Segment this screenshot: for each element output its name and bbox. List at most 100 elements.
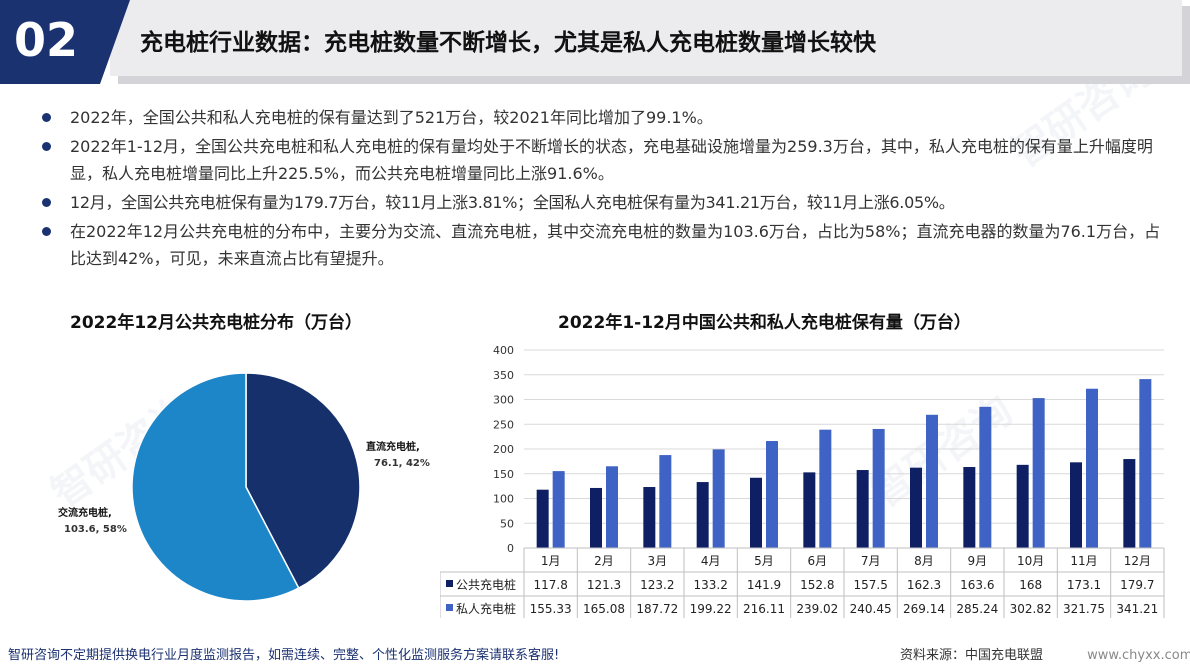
data-table-cell: 199.22: [690, 602, 732, 616]
data-table-cell: 321.75: [1063, 602, 1105, 616]
data-table-cell: 121.3: [587, 578, 621, 592]
data-table-cell: 269.14: [903, 602, 945, 616]
bar-public: [1070, 462, 1082, 548]
source-url[interactable]: www.chyxx.com: [1087, 648, 1190, 663]
pie-label-value: 76.1, 42%: [374, 458, 430, 469]
bar-public: [1123, 459, 1136, 548]
pie-chart: 直流充电桩, 76.1, 42% 交流充电桩, 103.6, 58%: [58, 372, 430, 602]
y-tick-label: 300: [493, 394, 514, 407]
data-table-cell: 240.45: [850, 602, 892, 616]
page-title: 充电桩行业数据：充电桩数量不断增长，尤其是私人充电桩数量增长较快: [140, 30, 876, 56]
bar-public: [750, 477, 762, 548]
bar-chart-title: 2022年1-12月中国公共和私人充电桩保有量（万台）: [558, 313, 971, 333]
x-tick-label: 11月: [1070, 554, 1097, 568]
bar-public: [1016, 464, 1029, 548]
bullet-dot-icon: [42, 142, 51, 151]
x-tick-label: 9月: [968, 554, 988, 568]
bar-private: [1139, 379, 1152, 548]
bar-private: [1032, 398, 1045, 548]
bar-private: [819, 429, 832, 548]
data-table-cell: 155.33: [530, 602, 572, 616]
bullet-dot-icon: [42, 227, 51, 236]
bar-public: [910, 467, 922, 548]
x-tick-label: 6月: [808, 554, 828, 568]
data-table-cell: 117.8: [533, 578, 567, 592]
bar-private: [552, 471, 565, 548]
bullet-list: 2022年，全国公共和私人充电桩的保有量达到了521万台，较2021年同比增加了…: [42, 104, 1162, 274]
header-background: [110, 0, 1182, 76]
bullet-dot-icon: [42, 198, 51, 207]
x-tick-label: 5月: [754, 554, 774, 568]
bar-private: [766, 441, 778, 548]
bullet-item: 2022年1-12月，全国公共充电桩和私人充电桩的保有量均处于不断增长的状态，充…: [42, 133, 1162, 187]
bullet-item: 2022年，全国公共和私人充电桩的保有量达到了521万台，较2021年同比增加了…: [42, 104, 1162, 131]
section-number: 02: [14, 13, 79, 67]
x-tick-label: 8月: [914, 554, 934, 568]
legend-label: 私人充电桩: [456, 601, 516, 616]
source-text: 资料来源：中国充电联盟: [900, 648, 1044, 663]
bar-public: [643, 487, 656, 548]
data-table-cell: 216.11: [743, 602, 785, 616]
section-number-box: [0, 0, 130, 84]
data-table-cell: 302.82: [1010, 602, 1052, 616]
bullet-item: 12月，全国公共充电桩保有量为179.7万台，较11月上涨3.81%；全国私人充…: [42, 189, 1162, 216]
bar-private: [926, 414, 938, 548]
data-table-cell: 162.3: [907, 578, 941, 592]
bar-private: [659, 455, 672, 548]
data-table-cell: 285.24: [956, 602, 998, 616]
data-table-cell: 187.72: [636, 602, 678, 616]
footer-note: 智研咨询不定期提供换电行业月度监测报告，如需连续、完整、个性化监测服务方案请联系…: [8, 648, 560, 663]
legend-label: 公共充电桩: [456, 577, 516, 592]
legend-swatch: [446, 604, 453, 611]
bullet-dot-icon: [42, 113, 51, 122]
pie-label-value: 103.6, 58%: [64, 524, 127, 535]
bar-chart: 0 50 100 150 200 250 300 350 400 1月 2月 3月 4月 5月 6月 7月 8月…: [440, 344, 1165, 618]
y-tick-label: 0: [507, 542, 514, 555]
y-tick-label: 150: [493, 468, 514, 481]
data-table-cell: 163.6: [960, 578, 994, 592]
pie-chart-title: 2022年12月公共充电桩分布（万台）: [70, 313, 362, 333]
data-table-cell: 152.8: [800, 578, 834, 592]
data-table-cell: 173.1: [1067, 578, 1101, 592]
legend-swatch: [446, 580, 453, 587]
footer-source: 资料来源：中国充电联盟 www.chyxx.com: [900, 644, 1190, 663]
bar-private: [979, 406, 992, 548]
x-tick-label: 3月: [648, 554, 668, 568]
bar-public: [856, 470, 869, 548]
data-table-cell: 179.7: [1120, 578, 1154, 592]
bar-public: [696, 482, 709, 548]
bar-private: [606, 466, 618, 548]
x-tick-label: 1月: [541, 554, 561, 568]
y-tick-label: 350: [493, 369, 514, 382]
y-tick-label: 50: [500, 517, 514, 530]
data-table-cell: 123.2: [640, 578, 674, 592]
data-table-cell: 133.2: [693, 578, 727, 592]
bar-private: [712, 449, 725, 548]
data-table-cell: 157.5: [853, 578, 887, 592]
y-tick-label: 400: [493, 344, 514, 357]
bar-private: [1086, 388, 1098, 548]
x-tick-label: 4月: [701, 554, 721, 568]
bar-public: [803, 472, 816, 548]
bar-private: [872, 428, 885, 548]
pie-slice-ac: [131, 372, 300, 602]
x-tick-label: 12月: [1124, 554, 1151, 568]
y-tick-label: 100: [493, 493, 514, 506]
pie-slice-dc: [245, 372, 361, 590]
pie-label-name: 直流充电桩,: [366, 440, 420, 453]
x-tick-label: 7月: [861, 554, 881, 568]
y-tick-label: 200: [493, 443, 514, 456]
header-band: 02 充电桩行业数据：充电桩数量不断增长，尤其是私人充电桩数量增长较快: [0, 0, 1190, 84]
data-table-cell: 341.21: [1116, 602, 1158, 616]
bullet-item: 在2022年12月公共充电桩的分布中，主要分为交流、直流充电桩，其中交流充电桩的…: [42, 218, 1162, 272]
bar-public: [963, 467, 976, 548]
bar-public: [590, 487, 602, 548]
x-tick-label: 2月: [594, 554, 614, 568]
bar-public: [536, 489, 549, 548]
data-table-cell: 168: [1019, 578, 1042, 592]
x-tick-label: 10月: [1017, 554, 1044, 568]
data-table-cell: 141.9: [747, 578, 781, 592]
y-tick-label: 250: [493, 418, 514, 431]
pie-label-name: 交流充电桩,: [58, 506, 112, 519]
data-table-cell: 165.08: [583, 602, 625, 616]
